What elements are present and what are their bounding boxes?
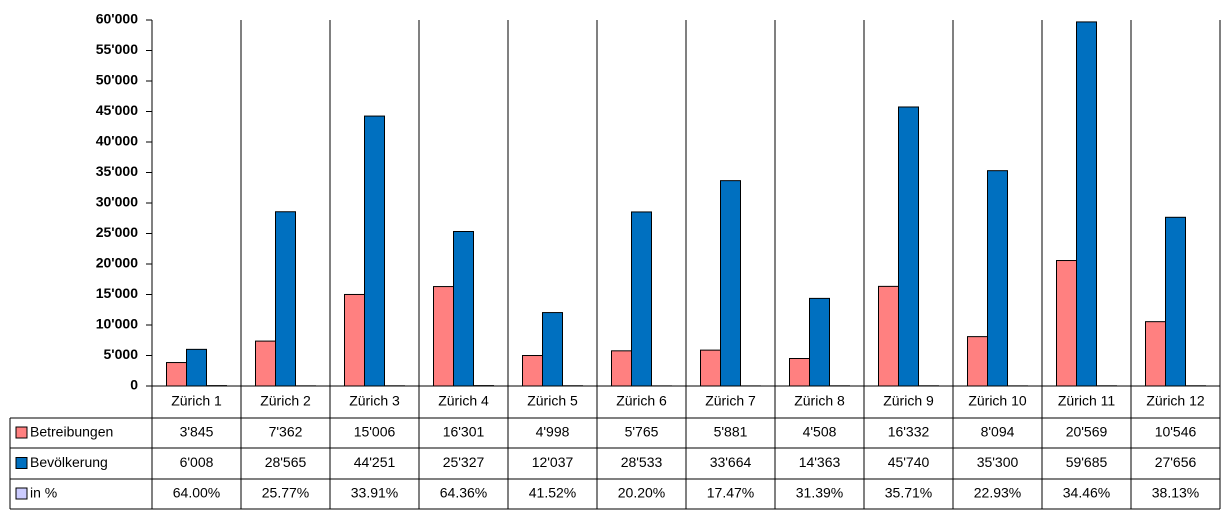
bar <box>987 170 1008 387</box>
x-tick-label: Zürich 5 <box>527 393 578 409</box>
x-tick-label: Zürich 9 <box>883 393 934 409</box>
bar <box>720 180 741 387</box>
table-value: 6'008 <box>180 454 214 470</box>
table-value: 64.36% <box>440 485 487 501</box>
bar <box>433 286 454 387</box>
table-value: 10'546 <box>1155 424 1197 440</box>
table-value: 44'251 <box>354 454 396 470</box>
legend-key <box>15 426 28 439</box>
y-tick-label: 20'000 <box>96 255 138 271</box>
y-tick-label: 60'000 <box>96 11 138 27</box>
bar <box>967 336 988 387</box>
bar <box>1056 260 1077 387</box>
y-tick-label: 25'000 <box>96 224 138 240</box>
table-value: 14'363 <box>799 454 841 470</box>
table-value: 28'565 <box>265 454 307 470</box>
table-value: 12'037 <box>532 454 574 470</box>
x-tick-label: Zürich 10 <box>968 393 1027 409</box>
x-tick-label: Zürich 6 <box>616 393 667 409</box>
bar <box>453 231 474 387</box>
table-value: 35'300 <box>977 454 1019 470</box>
table-value: 5'765 <box>625 424 659 440</box>
table-value: 31.39% <box>796 485 843 501</box>
y-tick-label: 40'000 <box>96 133 138 149</box>
y-tick-label: 0 <box>130 377 138 393</box>
table-value: 59'685 <box>1066 454 1108 470</box>
bar <box>631 211 652 387</box>
table-value: 64.00% <box>173 485 220 501</box>
bar <box>522 355 543 387</box>
x-tick-label: Zürich 4 <box>438 393 489 409</box>
y-tick-label: 15'000 <box>96 285 138 301</box>
bar <box>166 362 187 387</box>
bar <box>275 211 296 387</box>
y-tick-label: 50'000 <box>96 72 138 88</box>
table-value: 33'664 <box>710 454 752 470</box>
bar <box>898 106 919 387</box>
legend-key <box>15 487 28 500</box>
bar <box>255 340 276 387</box>
x-tick-label: Zürich 8 <box>794 393 845 409</box>
table-value: 33.91% <box>351 485 398 501</box>
y-tick-label: 30'000 <box>96 194 138 210</box>
y-tick-label: 55'000 <box>96 41 138 57</box>
bar <box>364 115 385 387</box>
bar <box>1165 216 1186 387</box>
table-value: 20.20% <box>618 485 665 501</box>
table-value: 22.93% <box>974 485 1021 501</box>
table-value: 8'094 <box>981 424 1015 440</box>
bar <box>1145 321 1166 387</box>
bar <box>878 285 899 387</box>
table-value: 25.77% <box>262 485 309 501</box>
table-value: 7'362 <box>269 424 303 440</box>
table-value: 17.47% <box>707 485 754 501</box>
table-value: 5'881 <box>714 424 748 440</box>
table-value: 35.71% <box>885 485 932 501</box>
x-tick-label: Zürich 11 <box>1058 393 1116 409</box>
table-value: 25'327 <box>443 454 485 470</box>
bar <box>611 350 632 387</box>
table-value: 28'533 <box>621 454 663 470</box>
bar <box>809 297 830 387</box>
x-tick-label: Zürich 7 <box>705 393 756 409</box>
table-value: 16'332 <box>888 424 930 440</box>
table-value: 41.52% <box>529 485 576 501</box>
legend-label: Bevölkerung <box>30 454 108 470</box>
table-value: 45'740 <box>888 454 930 470</box>
table-value: 20'569 <box>1066 424 1108 440</box>
table-value: 15'006 <box>354 424 396 440</box>
table-value: 4'998 <box>536 424 570 440</box>
legend-label: in % <box>30 485 57 501</box>
y-tick-label: 5'000 <box>104 346 139 362</box>
table-value: 27'656 <box>1155 454 1197 470</box>
bar <box>1076 21 1097 387</box>
y-tick-label: 10'000 <box>96 316 138 332</box>
table-value: 3'845 <box>180 424 214 440</box>
table-value: 16'301 <box>443 424 485 440</box>
y-tick-label: 35'000 <box>96 163 138 179</box>
bar <box>789 358 810 387</box>
bar <box>186 348 207 387</box>
x-tick-label: Zürich 12 <box>1146 393 1205 409</box>
table-value: 38.13% <box>1152 485 1199 501</box>
table-value: 34.46% <box>1063 485 1110 501</box>
legend-key <box>15 457 28 469</box>
x-tick-label: Zürich 1 <box>171 393 222 409</box>
bar <box>344 293 365 387</box>
legend-label: Betreibungen <box>30 424 113 440</box>
x-tick-label: Zürich 2 <box>260 393 311 409</box>
bar <box>542 312 563 387</box>
bar <box>700 349 721 387</box>
table-value: 4'508 <box>803 424 837 440</box>
x-tick-label: Zürich 3 <box>349 393 400 409</box>
y-tick-label: 45'000 <box>96 102 138 118</box>
